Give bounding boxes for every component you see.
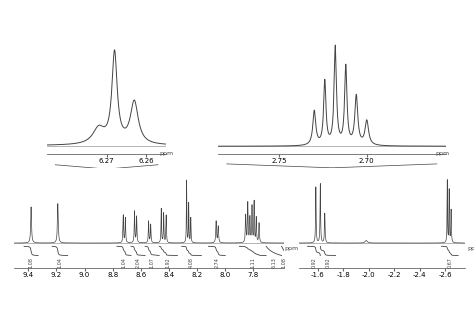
Text: 2.04: 2.04 [136, 257, 141, 268]
Text: 0.92: 0.92 [326, 257, 330, 268]
Text: 1.11: 1.11 [250, 257, 255, 268]
Text: 1.04: 1.04 [57, 257, 63, 268]
Text: 1.08: 1.08 [282, 257, 287, 268]
Text: 9.75: 9.75 [329, 177, 334, 189]
Text: 4.08: 4.08 [189, 257, 194, 268]
Text: 1.08: 1.08 [28, 257, 34, 268]
Text: 1.07: 1.07 [150, 257, 155, 268]
Text: 1.04: 1.04 [121, 257, 127, 268]
Text: 0.67: 0.67 [447, 257, 452, 268]
Text: ppm: ppm [467, 246, 474, 251]
Text: 6.13: 6.13 [271, 257, 276, 268]
Text: 2.74: 2.74 [214, 257, 219, 268]
Text: ppm: ppm [284, 246, 299, 251]
Text: 0.91: 0.91 [104, 179, 109, 191]
Text: ppm: ppm [160, 151, 174, 156]
Text: ppm: ppm [435, 151, 449, 156]
Text: 1.92: 1.92 [166, 257, 171, 268]
Text: 0.92: 0.92 [311, 257, 317, 268]
